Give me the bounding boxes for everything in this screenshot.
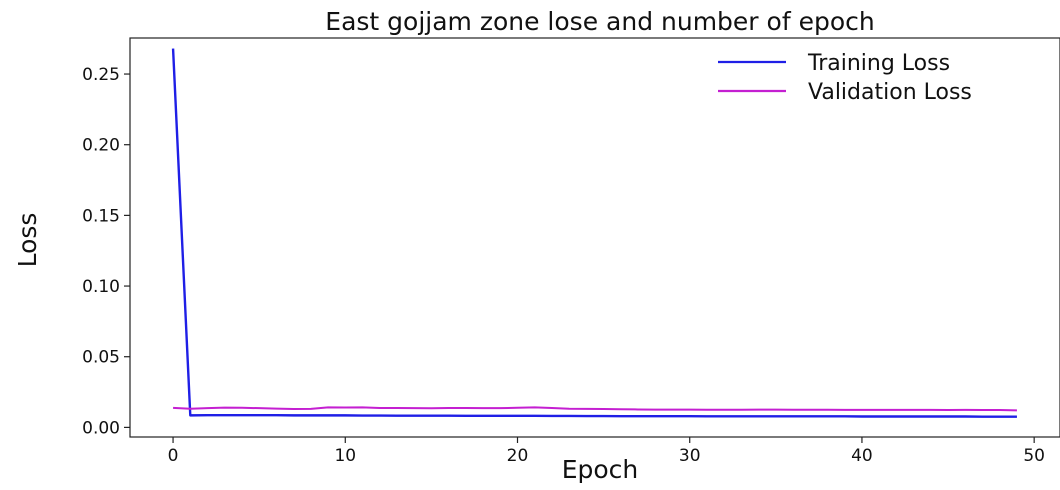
- training-loss-line: [171, 48, 1017, 418]
- y-tick-label: 0.15: [82, 206, 120, 226]
- y-tick-label: 0.20: [82, 136, 120, 156]
- legend-label-training-loss: Training Loss: [807, 51, 950, 76]
- plot-frame: [129, 37, 1060, 438]
- y-tick-label: 0.25: [82, 65, 120, 85]
- x-tick-label: 40: [851, 446, 873, 466]
- x-tick-label: 20: [507, 446, 529, 466]
- validation-loss-line: [173, 406, 1017, 412]
- x-axis-label: Epoch: [562, 455, 639, 484]
- chart-title: East gojjam zone lose and number of epoc…: [325, 7, 874, 36]
- y-axis: 0.00 0.05 0.10 0.15 0.20 0.25: [82, 65, 130, 438]
- plot-area: 0 10 20 30 40 50 0.00 0.05 0.10 0.15 0.20 0.25: [82, 37, 1060, 466]
- y-axis-label: Loss: [13, 213, 42, 268]
- x-axis: 0 10 20 30 40 50: [168, 437, 1045, 466]
- series-group: [171, 48, 1017, 418]
- legend: Training Loss Validation Loss: [718, 51, 972, 105]
- legend-label-validation-loss: Validation Loss: [808, 80, 972, 105]
- x-tick-label: 0: [168, 446, 179, 466]
- y-tick-label: 0.00: [82, 418, 120, 438]
- x-tick-label: 30: [679, 446, 701, 466]
- x-tick-label: 50: [1023, 446, 1045, 466]
- y-tick-label: 0.05: [82, 348, 120, 368]
- y-tick-label: 0.10: [82, 277, 120, 297]
- x-tick-label: 10: [334, 446, 356, 466]
